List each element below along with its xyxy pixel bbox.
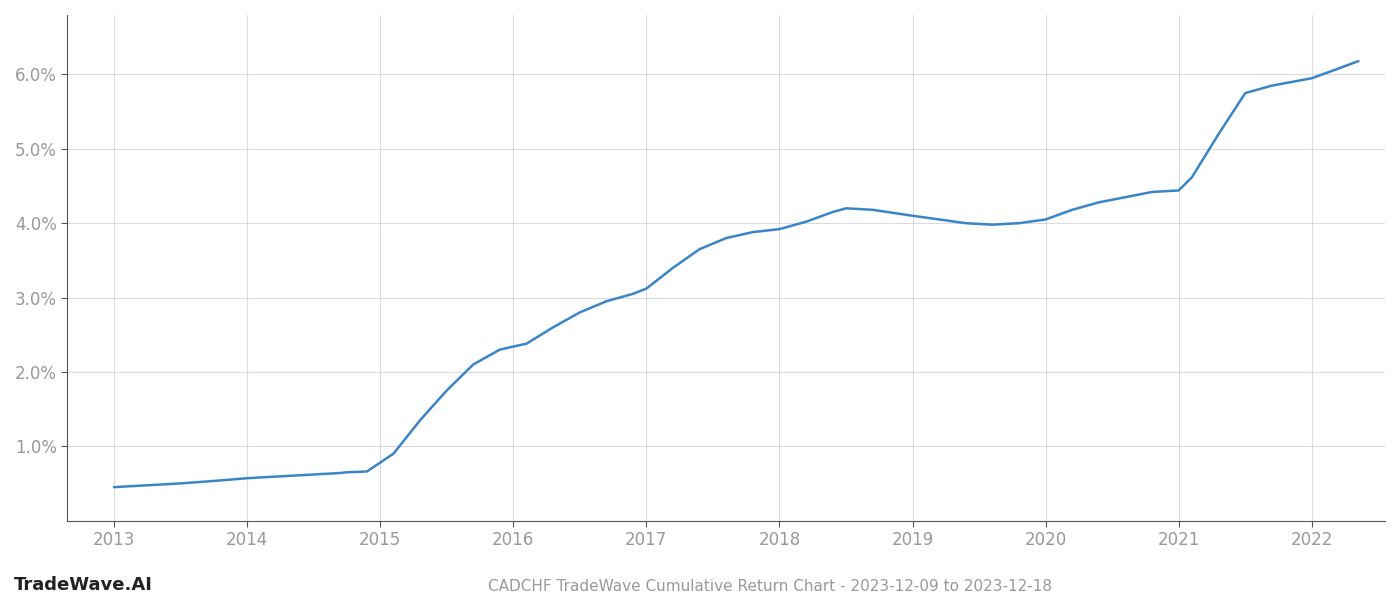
Text: TradeWave.AI: TradeWave.AI <box>14 576 153 594</box>
Text: CADCHF TradeWave Cumulative Return Chart - 2023-12-09 to 2023-12-18: CADCHF TradeWave Cumulative Return Chart… <box>489 579 1051 594</box>
